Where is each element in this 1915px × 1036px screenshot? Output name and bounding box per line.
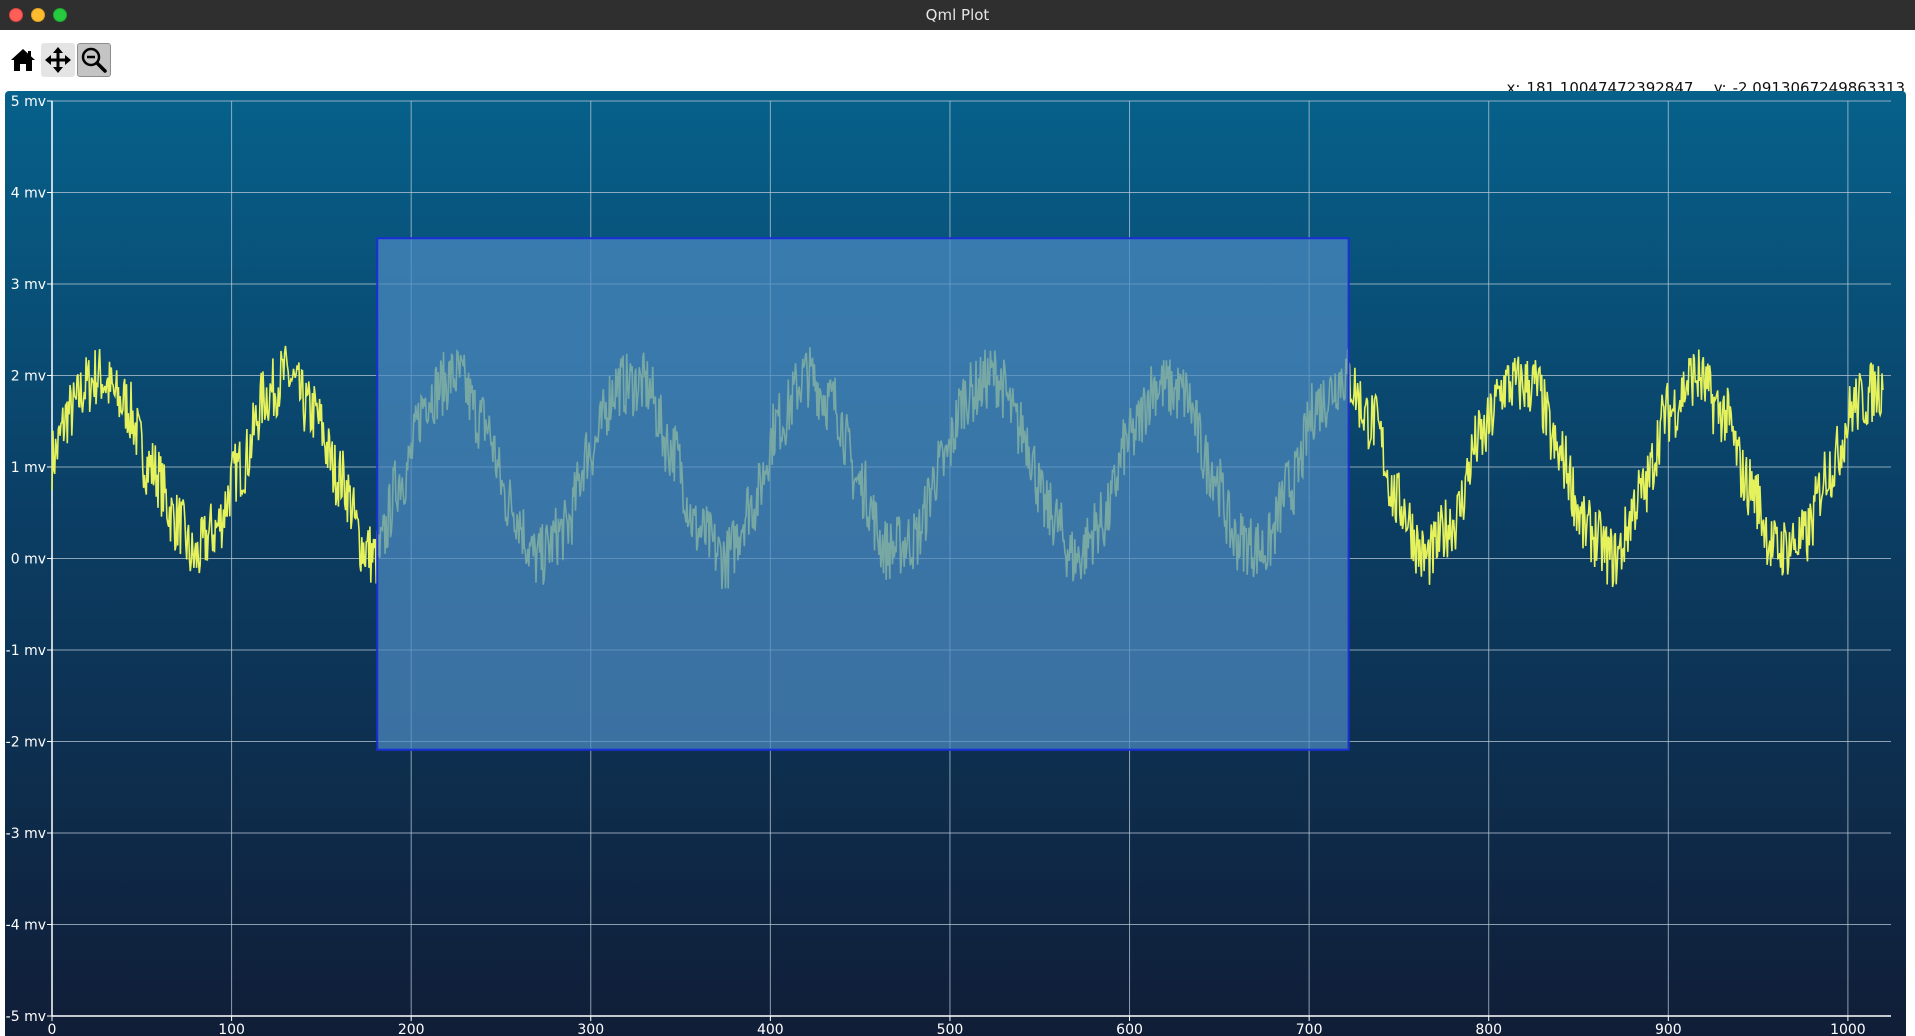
plot-area[interactable]: 0 100 200 300 400 500 600 700 800 900 1000 5 mv 4 mv… [5, 91, 1906, 1036]
x-tick-label: 100 [218, 1022, 245, 1036]
pan-button[interactable] [41, 43, 75, 77]
plot-toolbar: x: 181.10047472392847 y: -2.09130672498633… [0, 30, 1915, 97]
x-tick-label: 300 [577, 1022, 604, 1036]
signal-plot[interactable]: 0 100 200 300 400 500 600 700 800 900 1000 5 mv 4 mv… [5, 91, 1906, 1036]
y-tick-label: 1 mv [11, 460, 46, 476]
y-tick-label: -1 mv [6, 643, 46, 659]
zoom-out-magnifier-icon [81, 47, 107, 73]
zoom-button[interactable] [77, 43, 111, 77]
y-tick-label: -3 mv [6, 826, 46, 842]
x-tick-label: 400 [757, 1022, 784, 1036]
home-button[interactable] [6, 43, 40, 77]
x-tick-label: 1000 [1830, 1022, 1866, 1036]
zoom-selection-rect[interactable] [376, 237, 1350, 751]
y-tick-label: 2 mv [11, 369, 46, 385]
y-tick-label: -4 mv [6, 918, 46, 934]
y-tick-label: 5 mv [11, 94, 46, 110]
x-tick-label: 700 [1296, 1022, 1323, 1036]
x-tick-label: 200 [398, 1022, 425, 1036]
x-tick-label: 900 [1655, 1022, 1682, 1036]
y-tick-label: -5 mv [6, 1009, 46, 1025]
x-tick-label: 0 [48, 1022, 57, 1036]
y-tick-label: 3 mv [11, 277, 46, 293]
minimize-window-button[interactable] [31, 8, 45, 22]
y-tick-label: -2 mv [6, 735, 46, 751]
move-arrows-icon [45, 47, 71, 73]
x-tick-label: 500 [937, 1022, 964, 1036]
window-title: Qml Plot [925, 6, 990, 24]
maximize-window-button[interactable] [53, 8, 67, 22]
y-tick-label: 0 mv [11, 552, 46, 568]
home-icon [11, 49, 35, 71]
x-tick-label: 800 [1475, 1022, 1502, 1036]
x-tick-label: 600 [1116, 1022, 1143, 1036]
title-bar: Qml Plot [0, 0, 1915, 31]
y-tick-label: 4 mv [11, 186, 46, 202]
close-window-button[interactable] [9, 8, 23, 22]
